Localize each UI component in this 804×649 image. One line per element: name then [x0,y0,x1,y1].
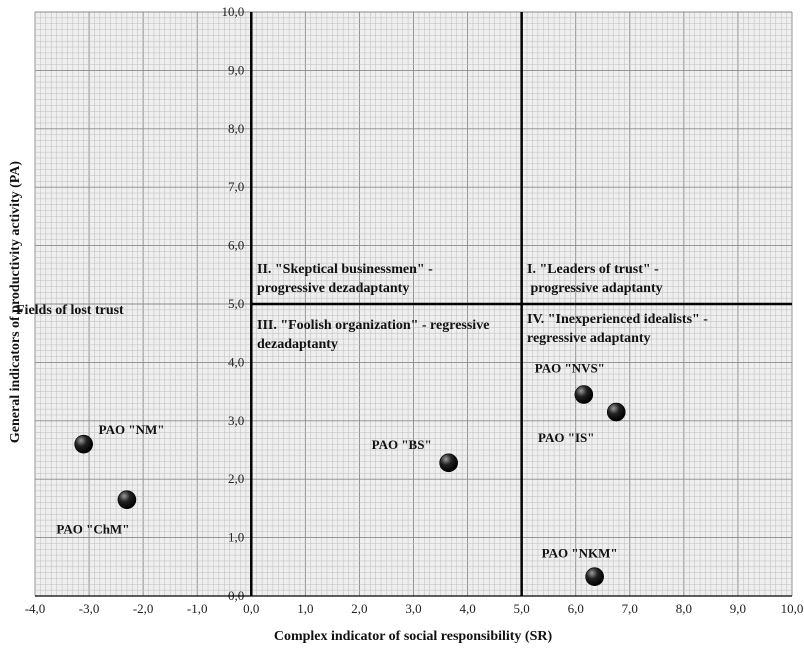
x-tick-label: 8,0 [676,601,692,616]
zone-annotation-line: progressive dezadaptanty [257,281,409,296]
y-tick-label: 8,0 [228,121,244,136]
zone-annotation: II. "Skeptical businessmen" - progressive… [257,262,433,296]
data-point-label: PAO "NVS" [535,361,605,376]
zone-annotation-line: II. "Skeptical businessmen" - [257,262,433,277]
zone-annotation: IV. "Inexperienced idealists" - regressiv… [527,312,708,346]
y-tick-label: 10,0 [222,4,245,19]
y-tick-label: 9,0 [228,62,244,77]
zone-annotation-line: dezadaptanty [257,337,338,352]
x-tick-label: -4,0 [25,601,46,616]
y-axis-label: General indicators of productivity activ… [8,161,23,443]
data-point [574,385,594,404]
data-point [74,434,93,454]
data-point-label: PAO "ChM" [56,522,129,537]
zone-annotation-line: I. "Leaders of trust" - [527,262,659,277]
zone-annotation-line: Fields of lost trust [16,303,124,318]
x-tick-label: 4,0 [459,601,475,616]
annotations: Fields of lost trust II. "Skeptical busin… [16,262,708,352]
x-tick-label: 9,0 [730,601,746,616]
data-point-label: PAO "BS" [372,437,432,452]
tick-labels: -4,0 -3,0 -2,0 -1,0 0,0 1,0 2,0 3,0 4,0 5,0 6,0 7,0… [25,4,804,616]
y-tick-label: 5,0 [228,296,244,311]
zone-annotation-line: regressive adaptanty [527,331,651,346]
x-tick-label: 5,0 [514,601,530,616]
x-tick-label: 6,0 [568,601,584,616]
x-tick-label: 0,0 [243,601,259,616]
x-tick-label: -2,0 [133,601,154,616]
y-tick-label: 1,0 [228,530,244,545]
x-tick-label: 7,0 [622,601,638,616]
x-tick-label: 2,0 [351,601,367,616]
data-point [439,453,458,473]
data-point-label: PAO "NM" [99,422,165,437]
data-point [585,567,604,587]
zone-annotation-line: IV. "Inexperienced idealists" - [527,312,708,327]
y-tick-label: 4,0 [228,354,244,369]
zone-annotation-line: III. "Foolish organization" - regressive [257,318,489,333]
data-point [117,490,137,509]
data-point-label: PAO "IS" [538,430,594,445]
x-axis-label: Complex indicator of social responsibili… [274,629,553,644]
x-tick-label: 10,0 [781,601,804,616]
data-point-label: PAO "NKM" [542,546,618,561]
y-tick-label: 2,0 [228,471,244,486]
x-tick-label: -3,0 [79,601,100,616]
zone-annotation: Fields of lost trust [16,303,124,318]
quadrant-lines [35,12,792,597]
zone-annotation-line: progressive adaptanty [527,281,663,296]
grid [34,11,793,597]
x-tick-label: 3,0 [405,601,421,616]
zone-annotation: I. "Leaders of trust" - progressive adap… [527,262,663,296]
y-tick-label: 7,0 [228,179,244,194]
zone-annotation: III. "Foolish organization" - regressive… [257,318,489,352]
x-tick-label: -1,0 [187,601,208,616]
y-tick-label: 3,0 [228,413,244,428]
x-tick-label: 1,0 [297,601,313,616]
data-points: PAO "NM" PAO "ChM" PAO "BS" PAO "NVS" PAO "I… [56,361,626,587]
y-tick-label: 6,0 [228,238,244,253]
data-point [606,402,626,422]
